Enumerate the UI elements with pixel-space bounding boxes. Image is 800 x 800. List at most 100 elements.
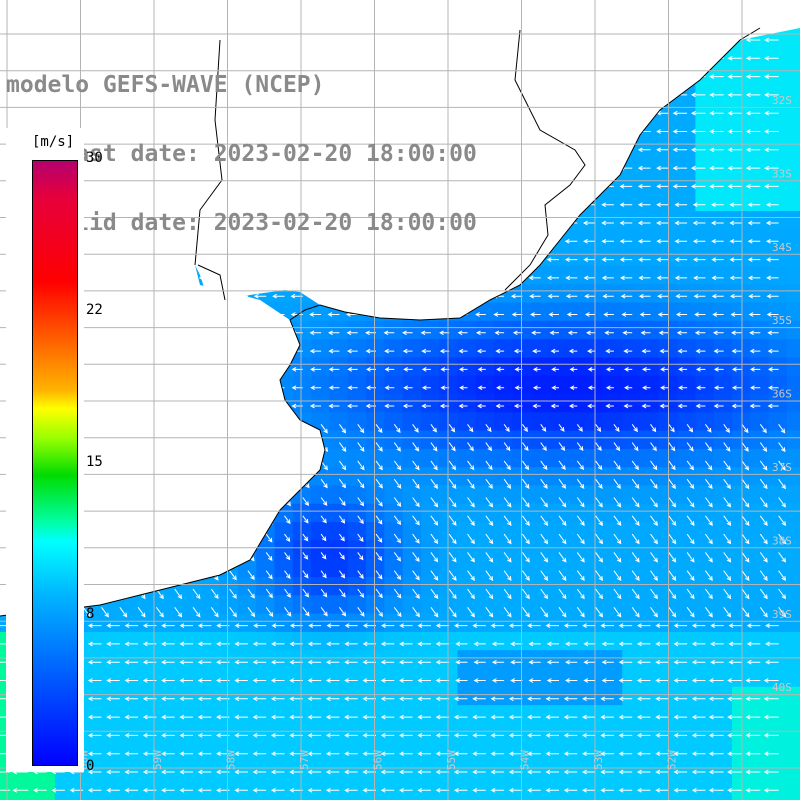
wind-arrow [453,623,468,628]
wind-arrow [325,714,340,720]
wind-cell [347,613,367,633]
wind-arrow [320,497,328,506]
wind-cell [768,522,788,541]
wind-cell [732,137,751,157]
wind-arrow [583,641,596,647]
wind-cell [384,558,404,578]
wind-arrow [338,607,347,617]
wind-arrow [510,293,523,299]
wind-cell [128,760,147,779]
wind-arrow [490,623,505,628]
wind-cell [420,375,440,395]
wind-arrow [320,533,327,542]
wind-arrow [637,202,651,208]
wind-cell [640,320,660,340]
wind-cell [164,686,184,706]
wind-cell [366,705,385,724]
wind-arrow [583,659,596,665]
wind-cell [457,375,477,395]
wind-arrow [582,220,596,226]
wind-arrow [362,678,376,683]
wind-cell [494,741,513,761]
wind-cell [768,211,788,230]
wind-cell [786,137,800,157]
wind-cell [292,686,312,706]
wind-cell [622,265,642,285]
wind-cell [713,229,733,249]
wind-cell [732,412,751,432]
wind-cell [457,522,477,541]
wind-arrow [565,678,578,683]
wind-cell [732,394,751,413]
wind-cell [201,796,221,800]
wind-cell [219,705,239,724]
wind-cell [768,320,788,340]
wind-arrow [595,442,602,452]
wind-cell [713,778,733,798]
wind-cell [347,357,367,377]
wind-arrow [472,751,486,757]
wind-arrow [613,552,622,563]
wind-cell [183,686,202,706]
wind-cell [732,796,751,800]
wind-arrow [325,751,340,757]
wind-cell [402,741,422,761]
wind-cell [750,760,770,779]
wind-arrow [704,607,713,618]
longitude-label: 54W [519,750,532,770]
wind-cell [732,650,751,670]
wind-cell [494,705,513,724]
wind-arrow [475,330,486,336]
wind-cell [219,613,239,633]
wind-cell [109,631,129,651]
wind-cell [128,631,147,651]
wind-cell [786,723,800,743]
wind-arrow [530,312,541,317]
wind-arrow [546,275,559,281]
wind-arrow [270,696,285,702]
wind-cell [750,705,770,724]
wind-arrow [636,696,651,702]
wind-cell [439,796,459,800]
wind-arrow [357,515,364,525]
longitude-label: 56W [372,750,385,770]
wind-arrow [309,403,322,409]
latitude-label: 33S [772,167,792,180]
wind-cell [622,668,642,688]
wind-cell [402,540,422,560]
wind-arrow [759,478,768,490]
wind-arrow [253,293,267,299]
wind-cell [256,741,276,761]
wind-arrow [673,678,688,683]
wind-cell [603,430,623,450]
wind-arrow [686,424,694,433]
wind-cell [164,595,184,615]
wind-cell [732,192,751,212]
wind-arrow [708,696,724,702]
wind-cell [732,211,751,230]
wind-cell [274,540,294,560]
wind-arrow [328,403,340,409]
wind-cell [384,595,404,615]
wind-arrow [347,403,358,409]
wind-arrow [496,385,505,391]
wind-arrow [674,202,688,208]
wind-arrow [759,552,768,563]
wind-arrow [741,533,750,545]
wind-cell [420,631,440,651]
wind-arrow [746,659,761,665]
wind-cell [256,540,276,560]
wind-cell [622,522,642,541]
wind-cell [677,705,696,724]
wind-cell [530,522,550,541]
wind-cell [494,522,513,541]
wind-arrow [393,460,402,471]
wind-arrow [765,641,779,647]
wind-cell [274,577,294,596]
wind-arrow [672,147,688,153]
wind-arrow [693,275,706,281]
longitude-label: 53W [592,750,605,770]
wind-cell [549,558,568,578]
wind-arrow [650,588,658,600]
wind-cell [347,650,367,670]
